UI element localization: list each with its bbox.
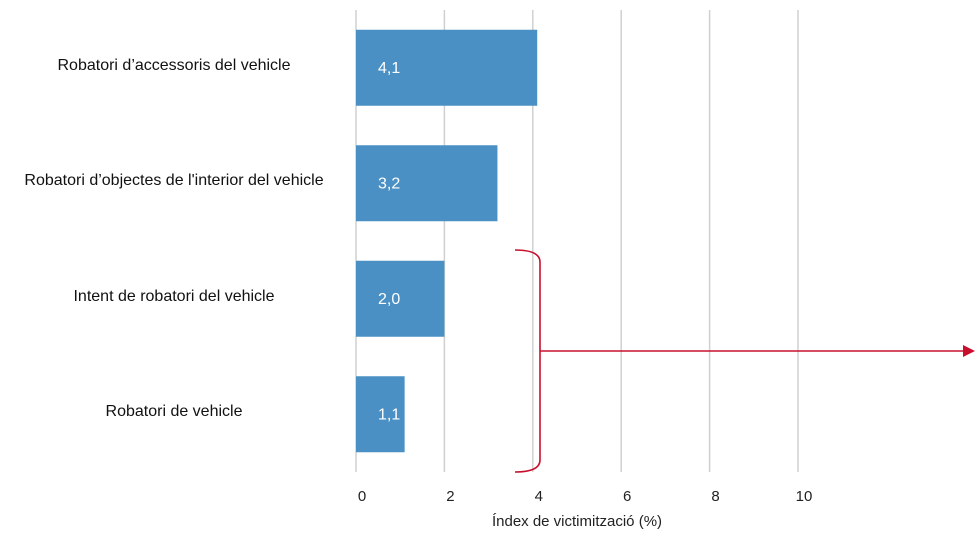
bar [356, 29, 538, 106]
value-label: 2,0 [378, 291, 400, 308]
value-label: 3,2 [378, 175, 400, 192]
x-tick-label: 6 [623, 488, 631, 505]
bar [356, 145, 498, 222]
y-tick-label: Robatori de vehicle [105, 403, 243, 421]
bar [356, 260, 445, 337]
arrow-head [963, 345, 975, 357]
x-tick-label: 2 [446, 488, 454, 505]
x-axis-title: Índex de victimització (%) [492, 513, 662, 530]
x-tick-label: 8 [711, 488, 719, 505]
bar [356, 376, 405, 453]
y-tick-label: Intent de robatori del vehicle [73, 287, 275, 305]
x-tick-label: 4 [535, 488, 543, 505]
x-tick-label: 0 [358, 488, 366, 505]
bracket [514, 249, 965, 473]
y-tick-label: Robatori d’objectes de l'interior del ve… [24, 172, 324, 190]
y-tick-label: Robatori d’accessoris del vehicle [57, 56, 291, 74]
bracket-line [514, 249, 541, 473]
value-label: 4,1 [378, 60, 400, 77]
x-tick-label: 10 [796, 488, 813, 505]
value-label: 1,1 [378, 406, 400, 423]
